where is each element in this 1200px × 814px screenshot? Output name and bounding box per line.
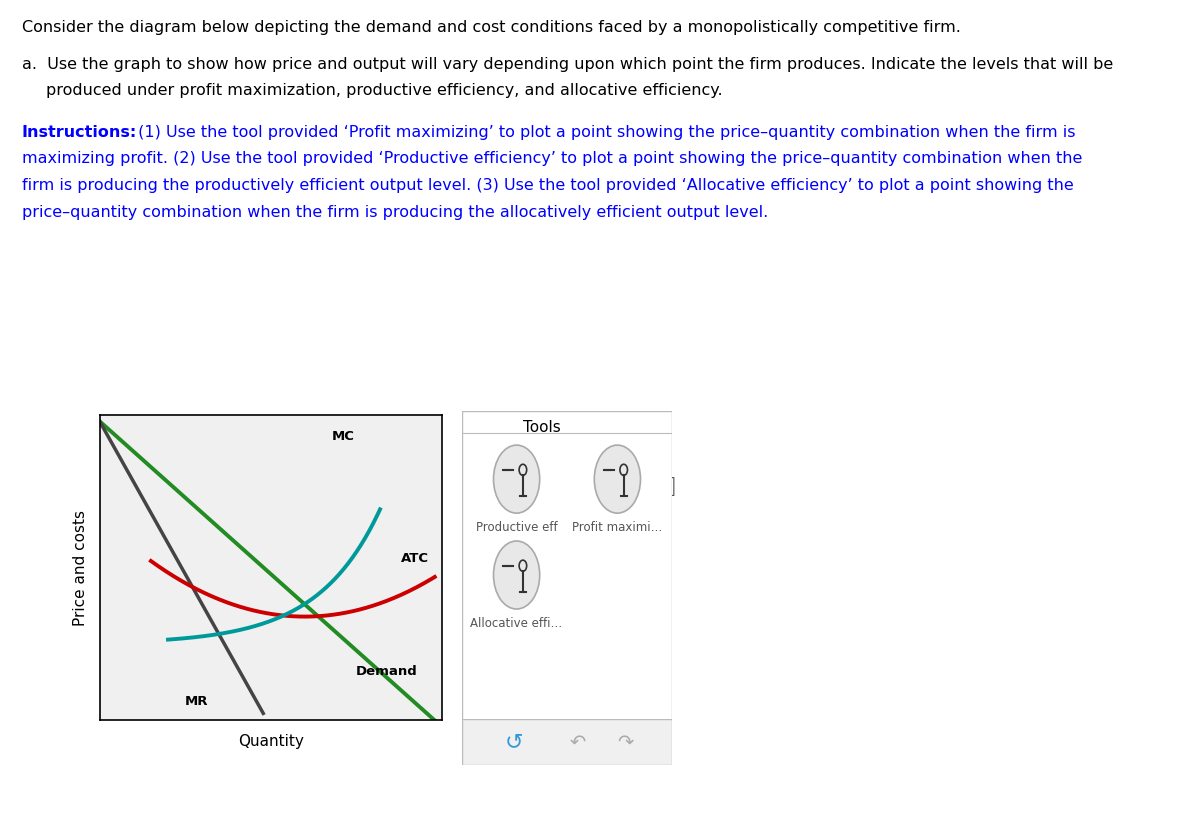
Text: Productive eff: Productive eff — [475, 521, 558, 534]
Text: ↷: ↷ — [618, 733, 634, 751]
Text: firm is producing the productively efficient output level. (3) Use the tool prov: firm is producing the productively effic… — [22, 178, 1073, 193]
Text: ATC: ATC — [401, 552, 428, 565]
Text: Allocative effi…: Allocative effi… — [470, 617, 563, 630]
Circle shape — [493, 445, 540, 513]
Text: Consider the diagram below depicting the demand and cost conditions faced by a m: Consider the diagram below depicting the… — [22, 20, 960, 35]
FancyBboxPatch shape — [462, 719, 672, 765]
Circle shape — [594, 445, 641, 513]
Circle shape — [520, 464, 527, 475]
Text: maximizing profit. (2) Use the tool provided ‘Productive efficiency’ to plot a p: maximizing profit. (2) Use the tool prov… — [22, 151, 1082, 166]
Text: MC: MC — [332, 430, 355, 443]
Circle shape — [520, 560, 527, 571]
Text: ↺: ↺ — [505, 732, 524, 752]
Text: Instructions:: Instructions: — [22, 125, 137, 139]
Text: (1) Use the tool provided ‘Profit maximizing’ to plot a point showing the price–: (1) Use the tool provided ‘Profit maximi… — [133, 125, 1075, 139]
Y-axis label: Price and costs: Price and costs — [73, 510, 89, 626]
Text: price–quantity combination when the firm is producing the allocatively efficient: price–quantity combination when the firm… — [22, 205, 768, 220]
Text: Profit maximi…: Profit maximi… — [572, 521, 662, 534]
Text: Demand: Demand — [356, 664, 418, 677]
Text: ↶: ↶ — [569, 733, 586, 751]
Text: ⓘ: ⓘ — [664, 476, 676, 497]
FancyBboxPatch shape — [462, 411, 672, 720]
Text: a.  Use the graph to show how price and output will vary depending upon which po: a. Use the graph to show how price and o… — [22, 57, 1112, 72]
Text: produced under profit maximization, productive efficiency, and allocative effici: produced under profit maximization, prod… — [46, 83, 722, 98]
Circle shape — [620, 464, 628, 475]
X-axis label: Quantity: Quantity — [238, 734, 304, 749]
Text: MR: MR — [185, 695, 209, 708]
Text: Tools: Tools — [523, 420, 560, 435]
Circle shape — [493, 541, 540, 609]
